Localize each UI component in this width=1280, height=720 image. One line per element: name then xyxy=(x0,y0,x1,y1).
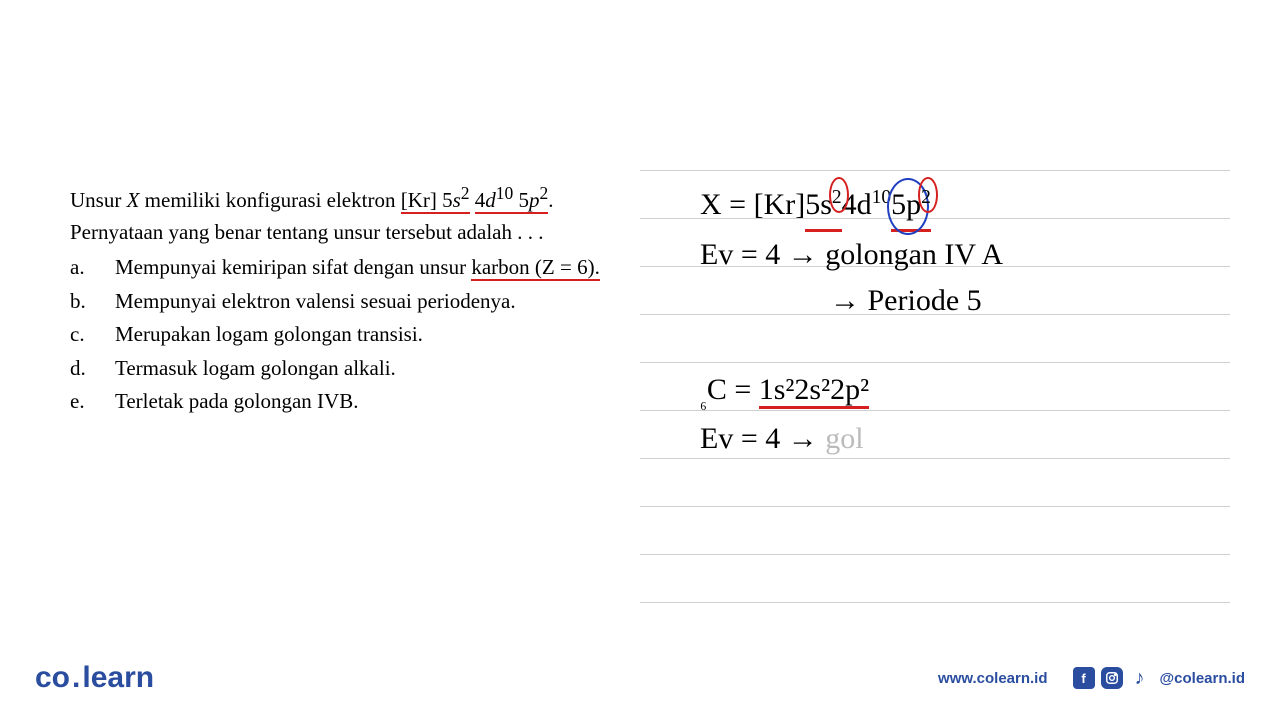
question-text-part: memiliki konfigurasi elektron xyxy=(139,188,400,212)
logo: co.learn xyxy=(35,661,154,695)
option-b: b. Mempunyai elektron valensi sesuai per… xyxy=(70,286,610,318)
option-label: e. xyxy=(70,386,115,418)
option-c: c. Merupakan logam golongan transisi. xyxy=(70,319,610,351)
electron-config-underlined-2: 4d10 5p2 xyxy=(475,188,549,214)
option-text: Termasuk logam golongan alkali. xyxy=(115,353,610,385)
faded-text: gol xyxy=(825,422,863,455)
variable-x: X xyxy=(127,188,140,212)
options-list: a. Mempunyai kemiripan sifat dengan unsu… xyxy=(70,252,610,418)
hw-line-4: ₆C = 1s²2s²2p² xyxy=(700,367,1230,416)
option-text: Merupakan logam golongan transisi. xyxy=(115,319,610,351)
instagram-icon xyxy=(1101,667,1123,689)
footer: co.learn www.colearn.id f ♪ @colearn.id xyxy=(0,661,1280,695)
circled-exponent: 2 xyxy=(832,183,842,213)
handwritten-work: X = [Kr]5s24d105p2 Ev = 4 → golongan IV … xyxy=(640,180,1230,462)
circled-exponent: 2 xyxy=(921,183,931,213)
social-links: f ♪ @colearn.id xyxy=(1073,667,1245,689)
question-panel: Unsur X memiliki konfigurasi elektron [K… xyxy=(70,180,610,462)
electron-config-underlined: [Kr] 5s2 xyxy=(401,188,470,214)
option-label: a. xyxy=(70,252,115,284)
option-text: Terletak pada golongan IVB. xyxy=(115,386,610,418)
social-handle: @colearn.id xyxy=(1160,670,1245,687)
question-text-part: Unsur xyxy=(70,188,127,212)
option-a: a. Mempunyai kemiripan sifat dengan unsu… xyxy=(70,252,610,284)
option-label: b. xyxy=(70,286,115,318)
circled-5p: 5p xyxy=(891,182,921,229)
tiktok-icon: ♪ xyxy=(1129,667,1151,689)
hw-line-1: X = [Kr]5s24d105p2 xyxy=(700,182,1230,232)
option-label: d. xyxy=(70,353,115,385)
option-text: Mempunyai elektron valensi sesuai period… xyxy=(115,286,610,318)
option-label: c. xyxy=(70,319,115,351)
hw-line-5: Ev = 4 → gol xyxy=(700,416,1230,463)
question-stem: Unsur X memiliki konfigurasi elektron [K… xyxy=(70,180,610,248)
facebook-icon: f xyxy=(1073,667,1095,689)
option-d: d. Termasuk logam golongan alkali. xyxy=(70,353,610,385)
option-e: e. Terletak pada golongan IVB. xyxy=(70,386,610,418)
hw-line-2: Ev = 4 → golongan IV A xyxy=(700,232,1230,279)
option-text: Mempunyai kemiripan sifat dengan unsur k… xyxy=(115,252,610,284)
work-panel: X = [Kr]5s24d105p2 Ev = 4 → golongan IV … xyxy=(640,180,1230,462)
website-url: www.colearn.id xyxy=(938,670,1047,687)
hw-line-3: → Periode 5 xyxy=(700,278,1230,325)
footer-right: www.colearn.id f ♪ @colearn.id xyxy=(938,667,1245,689)
